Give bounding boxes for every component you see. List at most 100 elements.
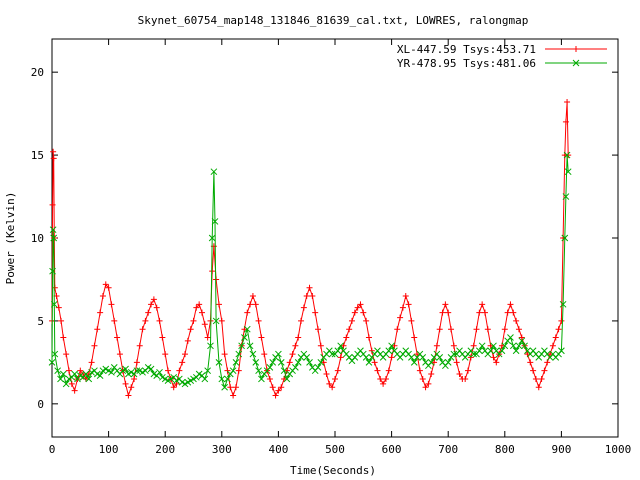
data-point — [368, 347, 375, 354]
data-point — [337, 342, 345, 350]
data-point — [91, 342, 98, 349]
data-point — [125, 392, 132, 399]
data-point — [306, 284, 313, 291]
data-point — [229, 367, 237, 375]
data-point — [241, 334, 248, 341]
data-point — [527, 359, 534, 366]
data-point — [427, 359, 435, 366]
data-point — [408, 317, 415, 324]
data-point — [246, 342, 254, 350]
data-point — [422, 384, 429, 391]
data-point — [402, 293, 409, 300]
x-tick-label: 100 — [99, 443, 119, 456]
data-point — [334, 367, 341, 374]
data-point — [99, 293, 106, 300]
data-point — [385, 347, 393, 355]
data-point — [252, 301, 259, 308]
data-point — [94, 326, 101, 333]
data-point — [82, 375, 89, 382]
data-point — [562, 118, 569, 125]
data-point — [303, 293, 310, 300]
data-point — [436, 354, 444, 361]
data-point — [187, 326, 194, 333]
data-point — [365, 359, 373, 366]
data-point — [388, 354, 395, 361]
data-point — [317, 359, 325, 366]
data-point — [261, 351, 268, 358]
data-point — [54, 367, 62, 375]
data-point — [552, 334, 559, 341]
x-tick-label: 200 — [155, 443, 175, 456]
data-point — [59, 370, 67, 378]
x-tick-label: 400 — [268, 443, 288, 456]
data-point — [337, 354, 344, 361]
y-tick-label: 15 — [31, 149, 44, 162]
data-point — [105, 284, 112, 291]
data-point — [224, 375, 231, 383]
data-point — [60, 334, 67, 341]
data-point — [108, 301, 115, 308]
data-point — [476, 309, 483, 316]
data-point — [442, 301, 449, 308]
data-point — [515, 326, 522, 333]
data-point — [97, 309, 104, 316]
data-point — [269, 359, 277, 366]
data-point — [312, 309, 319, 316]
data-point — [501, 342, 509, 350]
data-point — [139, 326, 146, 333]
data-point — [309, 293, 316, 300]
data-point — [162, 351, 169, 358]
data-point — [235, 350, 243, 358]
x-tick-label: 800 — [495, 443, 515, 456]
data-point — [196, 301, 203, 308]
data-point — [315, 326, 322, 333]
data-point — [343, 334, 350, 341]
data-point — [243, 325, 251, 333]
data-point — [538, 375, 545, 382]
data-point — [501, 326, 508, 333]
data-point — [332, 375, 338, 382]
data-point — [80, 370, 87, 377]
data-point — [241, 326, 248, 333]
data-point — [208, 234, 216, 242]
data-point — [204, 334, 211, 341]
data-point — [252, 359, 260, 366]
data-point — [294, 359, 302, 366]
data-point — [65, 367, 72, 374]
series-line — [51, 155, 569, 389]
data-point — [512, 347, 520, 355]
data-point — [283, 367, 290, 374]
data-point — [351, 309, 358, 316]
data-point — [328, 350, 336, 358]
data-point — [55, 304, 62, 311]
x-tick-label: 0 — [49, 443, 56, 456]
data-point — [283, 375, 291, 383]
x-tick-label: 900 — [551, 443, 571, 456]
data-point — [232, 359, 240, 366]
x-tick-label: 300 — [212, 443, 232, 456]
data-point — [490, 354, 497, 361]
data-point — [49, 201, 56, 208]
data-point — [326, 380, 333, 387]
data-point — [498, 347, 506, 355]
data-point — [524, 351, 531, 358]
data-point — [289, 351, 296, 358]
chart-title: Skynet_60754_map148_131846_81639_cal.txt… — [138, 14, 529, 27]
data-point — [303, 354, 311, 361]
data-point — [374, 367, 381, 374]
data-point — [48, 359, 56, 366]
data-point — [479, 301, 486, 308]
data-point — [465, 367, 472, 374]
data-point — [467, 354, 474, 361]
data-point — [281, 375, 288, 382]
data-point — [439, 309, 446, 316]
data-point — [473, 326, 480, 333]
data-point — [145, 309, 152, 316]
data-point — [50, 148, 57, 155]
data-point — [58, 317, 65, 324]
data-point — [249, 293, 256, 300]
x-tick-label: 500 — [325, 443, 345, 456]
data-point — [419, 354, 427, 361]
data-point — [380, 380, 387, 387]
